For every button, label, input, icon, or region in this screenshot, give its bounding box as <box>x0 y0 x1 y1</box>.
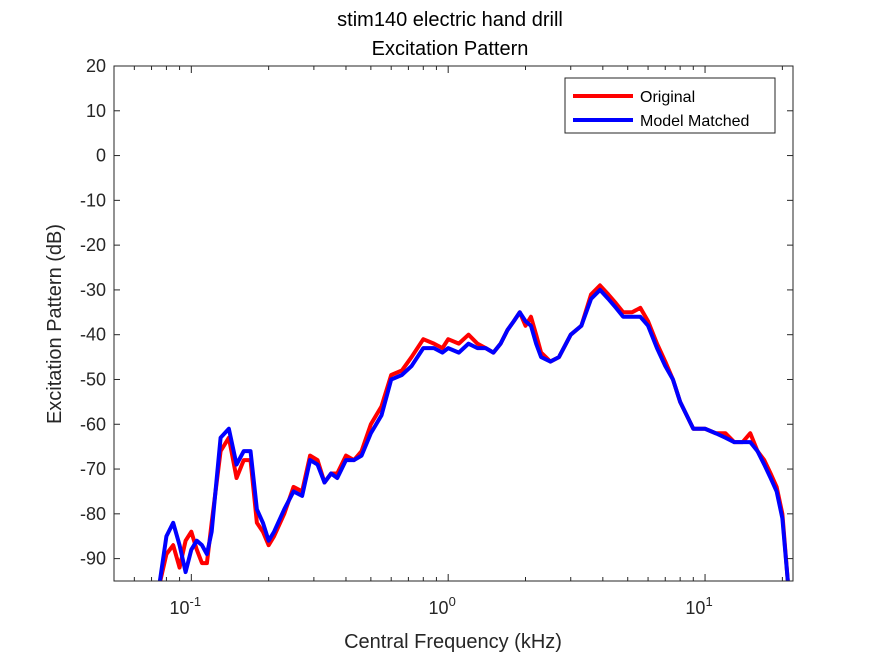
x-axis-label: Central Frequency (kHz) <box>344 631 562 653</box>
legend-label-model-matched: Model Matched <box>640 113 749 130</box>
ticks-layer <box>113 65 793 581</box>
plot-area <box>114 66 793 581</box>
y-axis-label: Excitation Pattern (dB) <box>44 224 66 424</box>
y-tick-label: -70 <box>80 459 106 479</box>
y-tick-label: 0 <box>96 146 106 166</box>
y-tick-label: -80 <box>80 504 106 524</box>
chart-subtitle: Excitation Pattern <box>372 38 529 60</box>
x-tick-label: 100 <box>429 594 456 618</box>
y-tick-label: -40 <box>80 325 106 345</box>
y-tick-label: -10 <box>80 190 106 210</box>
series-layer <box>157 283 790 581</box>
legend: Original Model Matched <box>564 77 776 134</box>
legend-box <box>564 77 776 134</box>
y-tick-label: -50 <box>80 369 106 389</box>
y-tick-label: 20 <box>86 56 106 76</box>
legend-label-original: Original <box>640 89 695 106</box>
y-tick-label: 10 <box>86 101 106 121</box>
plot-frame <box>113 65 794 582</box>
y-tick-label: -30 <box>80 280 106 300</box>
y-tick-label: -60 <box>80 414 106 434</box>
x-tick-label: 101 <box>685 594 712 618</box>
chart-title: stim140 electric hand drill <box>337 9 563 31</box>
series-line-model-matched <box>157 287 790 581</box>
y-tick-label: -20 <box>80 235 106 255</box>
x-tick-label: 10-1 <box>170 594 202 618</box>
y-tick-label: -90 <box>80 549 106 569</box>
